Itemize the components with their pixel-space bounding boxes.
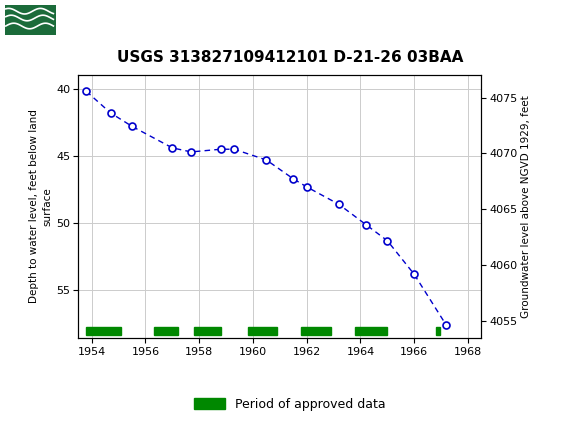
Bar xyxy=(194,327,221,335)
Bar xyxy=(86,327,121,335)
Text: USGS: USGS xyxy=(67,11,110,29)
Bar xyxy=(3,3,58,37)
Bar xyxy=(302,327,331,335)
Bar xyxy=(355,327,387,335)
Bar xyxy=(5,5,56,35)
Y-axis label: Depth to water level, feet below land
surface: Depth to water level, feet below land su… xyxy=(29,110,52,303)
Y-axis label: Groundwater level above NGVD 1929, feet: Groundwater level above NGVD 1929, feet xyxy=(521,95,531,318)
Bar xyxy=(436,327,440,335)
Text: USGS 313827109412101 D-21-26 03BAA: USGS 313827109412101 D-21-26 03BAA xyxy=(117,49,463,64)
Bar xyxy=(248,327,277,335)
Bar xyxy=(154,327,177,335)
Legend: Period of approved data: Period of approved data xyxy=(189,393,391,416)
